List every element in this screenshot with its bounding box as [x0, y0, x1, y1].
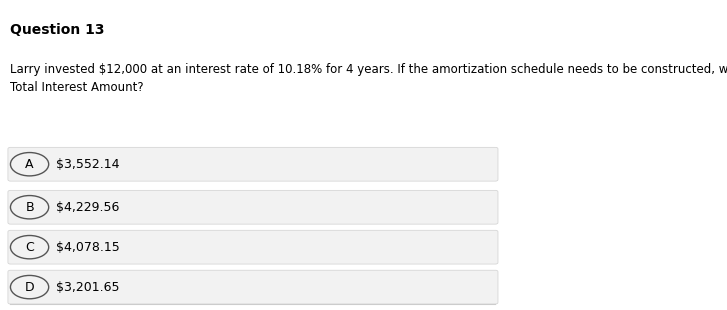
- Text: A: A: [25, 158, 34, 171]
- Circle shape: [10, 196, 49, 219]
- Text: $3,552.14: $3,552.14: [56, 158, 119, 171]
- FancyBboxPatch shape: [8, 230, 498, 264]
- FancyBboxPatch shape: [8, 270, 498, 304]
- FancyBboxPatch shape: [8, 147, 498, 181]
- Text: $4,078.15: $4,078.15: [56, 241, 119, 254]
- Text: Larry invested $12,000 at an interest rate of 10.18% for 4 years. If the amortiz: Larry invested $12,000 at an interest ra…: [10, 63, 727, 94]
- Circle shape: [10, 275, 49, 299]
- Text: Question 13: Question 13: [10, 23, 105, 37]
- Circle shape: [10, 236, 49, 259]
- Text: $3,201.65: $3,201.65: [56, 281, 119, 294]
- FancyBboxPatch shape: [8, 190, 498, 224]
- Text: C: C: [25, 241, 34, 254]
- Circle shape: [10, 153, 49, 176]
- Text: $4,229.56: $4,229.56: [56, 201, 119, 214]
- Text: B: B: [25, 201, 34, 214]
- Text: D: D: [25, 281, 34, 294]
